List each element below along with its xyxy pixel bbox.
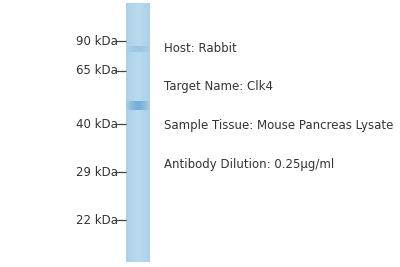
- Text: Sample Tissue: Mouse Pancreas Lysate: Sample Tissue: Mouse Pancreas Lysate: [164, 119, 393, 132]
- Text: 29 kDa: 29 kDa: [76, 166, 118, 179]
- Text: 90 kDa: 90 kDa: [76, 35, 118, 48]
- Text: 40 kDa: 40 kDa: [76, 118, 118, 131]
- Text: Antibody Dilution: 0.25µg/ml: Antibody Dilution: 0.25µg/ml: [164, 158, 334, 171]
- Text: Target Name: Clk4: Target Name: Clk4: [164, 80, 273, 93]
- Text: 22 kDa: 22 kDa: [76, 214, 118, 227]
- Text: Host: Rabbit: Host: Rabbit: [164, 42, 237, 54]
- Text: 65 kDa: 65 kDa: [76, 64, 118, 77]
